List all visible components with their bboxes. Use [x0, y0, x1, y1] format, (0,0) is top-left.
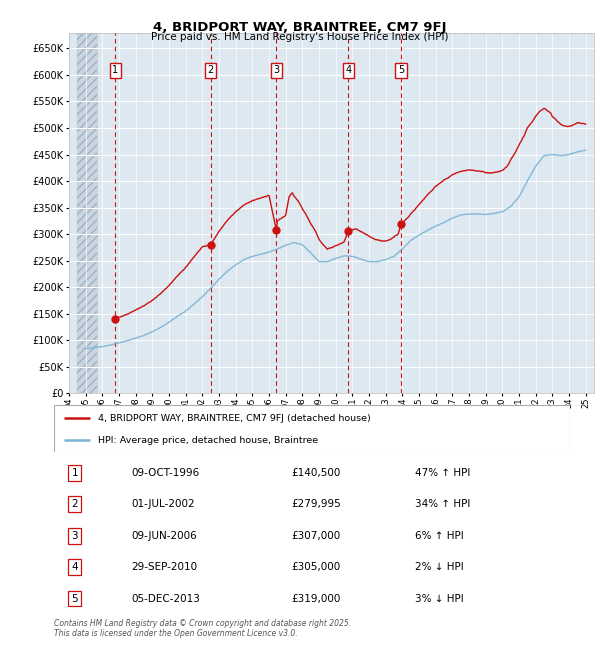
- Text: £140,500: £140,500: [292, 468, 341, 478]
- Text: 6% ↑ HPI: 6% ↑ HPI: [415, 530, 464, 541]
- Text: Price paid vs. HM Land Registry's House Price Index (HPI): Price paid vs. HM Land Registry's House …: [151, 32, 449, 42]
- Text: 09-OCT-1996: 09-OCT-1996: [131, 468, 200, 478]
- Text: 34% ↑ HPI: 34% ↑ HPI: [415, 499, 470, 509]
- Text: 05-DEC-2013: 05-DEC-2013: [131, 593, 200, 603]
- Text: 1: 1: [112, 66, 118, 75]
- Bar: [77, 32, 97, 393]
- Text: 2: 2: [71, 499, 78, 509]
- Text: 29-SEP-2010: 29-SEP-2010: [131, 562, 197, 572]
- Text: 3% ↓ HPI: 3% ↓ HPI: [415, 593, 464, 603]
- Text: 5: 5: [71, 593, 78, 603]
- Text: HPI: Average price, detached house, Braintree: HPI: Average price, detached house, Brai…: [98, 436, 318, 445]
- Bar: [77, 32, 97, 393]
- Text: 4, BRIDPORT WAY, BRAINTREE, CM7 9FJ: 4, BRIDPORT WAY, BRAINTREE, CM7 9FJ: [153, 21, 447, 34]
- Text: 1: 1: [71, 468, 78, 478]
- Text: Contains HM Land Registry data © Crown copyright and database right 2025.
This d: Contains HM Land Registry data © Crown c…: [54, 619, 351, 638]
- Text: 01-JUL-2002: 01-JUL-2002: [131, 499, 195, 509]
- Text: 5: 5: [398, 66, 404, 75]
- Text: £307,000: £307,000: [292, 530, 341, 541]
- Text: £279,995: £279,995: [292, 499, 341, 509]
- Text: 3: 3: [71, 530, 78, 541]
- Text: 2: 2: [208, 66, 214, 75]
- Text: £319,000: £319,000: [292, 593, 341, 603]
- Text: 47% ↑ HPI: 47% ↑ HPI: [415, 468, 470, 478]
- Text: £305,000: £305,000: [292, 562, 341, 572]
- Text: 2% ↓ HPI: 2% ↓ HPI: [415, 562, 464, 572]
- Text: 4: 4: [71, 562, 78, 572]
- Text: 09-JUN-2006: 09-JUN-2006: [131, 530, 197, 541]
- Text: 4, BRIDPORT WAY, BRAINTREE, CM7 9FJ (detached house): 4, BRIDPORT WAY, BRAINTREE, CM7 9FJ (det…: [98, 413, 371, 423]
- Text: 3: 3: [273, 66, 280, 75]
- Text: 4: 4: [345, 66, 351, 75]
